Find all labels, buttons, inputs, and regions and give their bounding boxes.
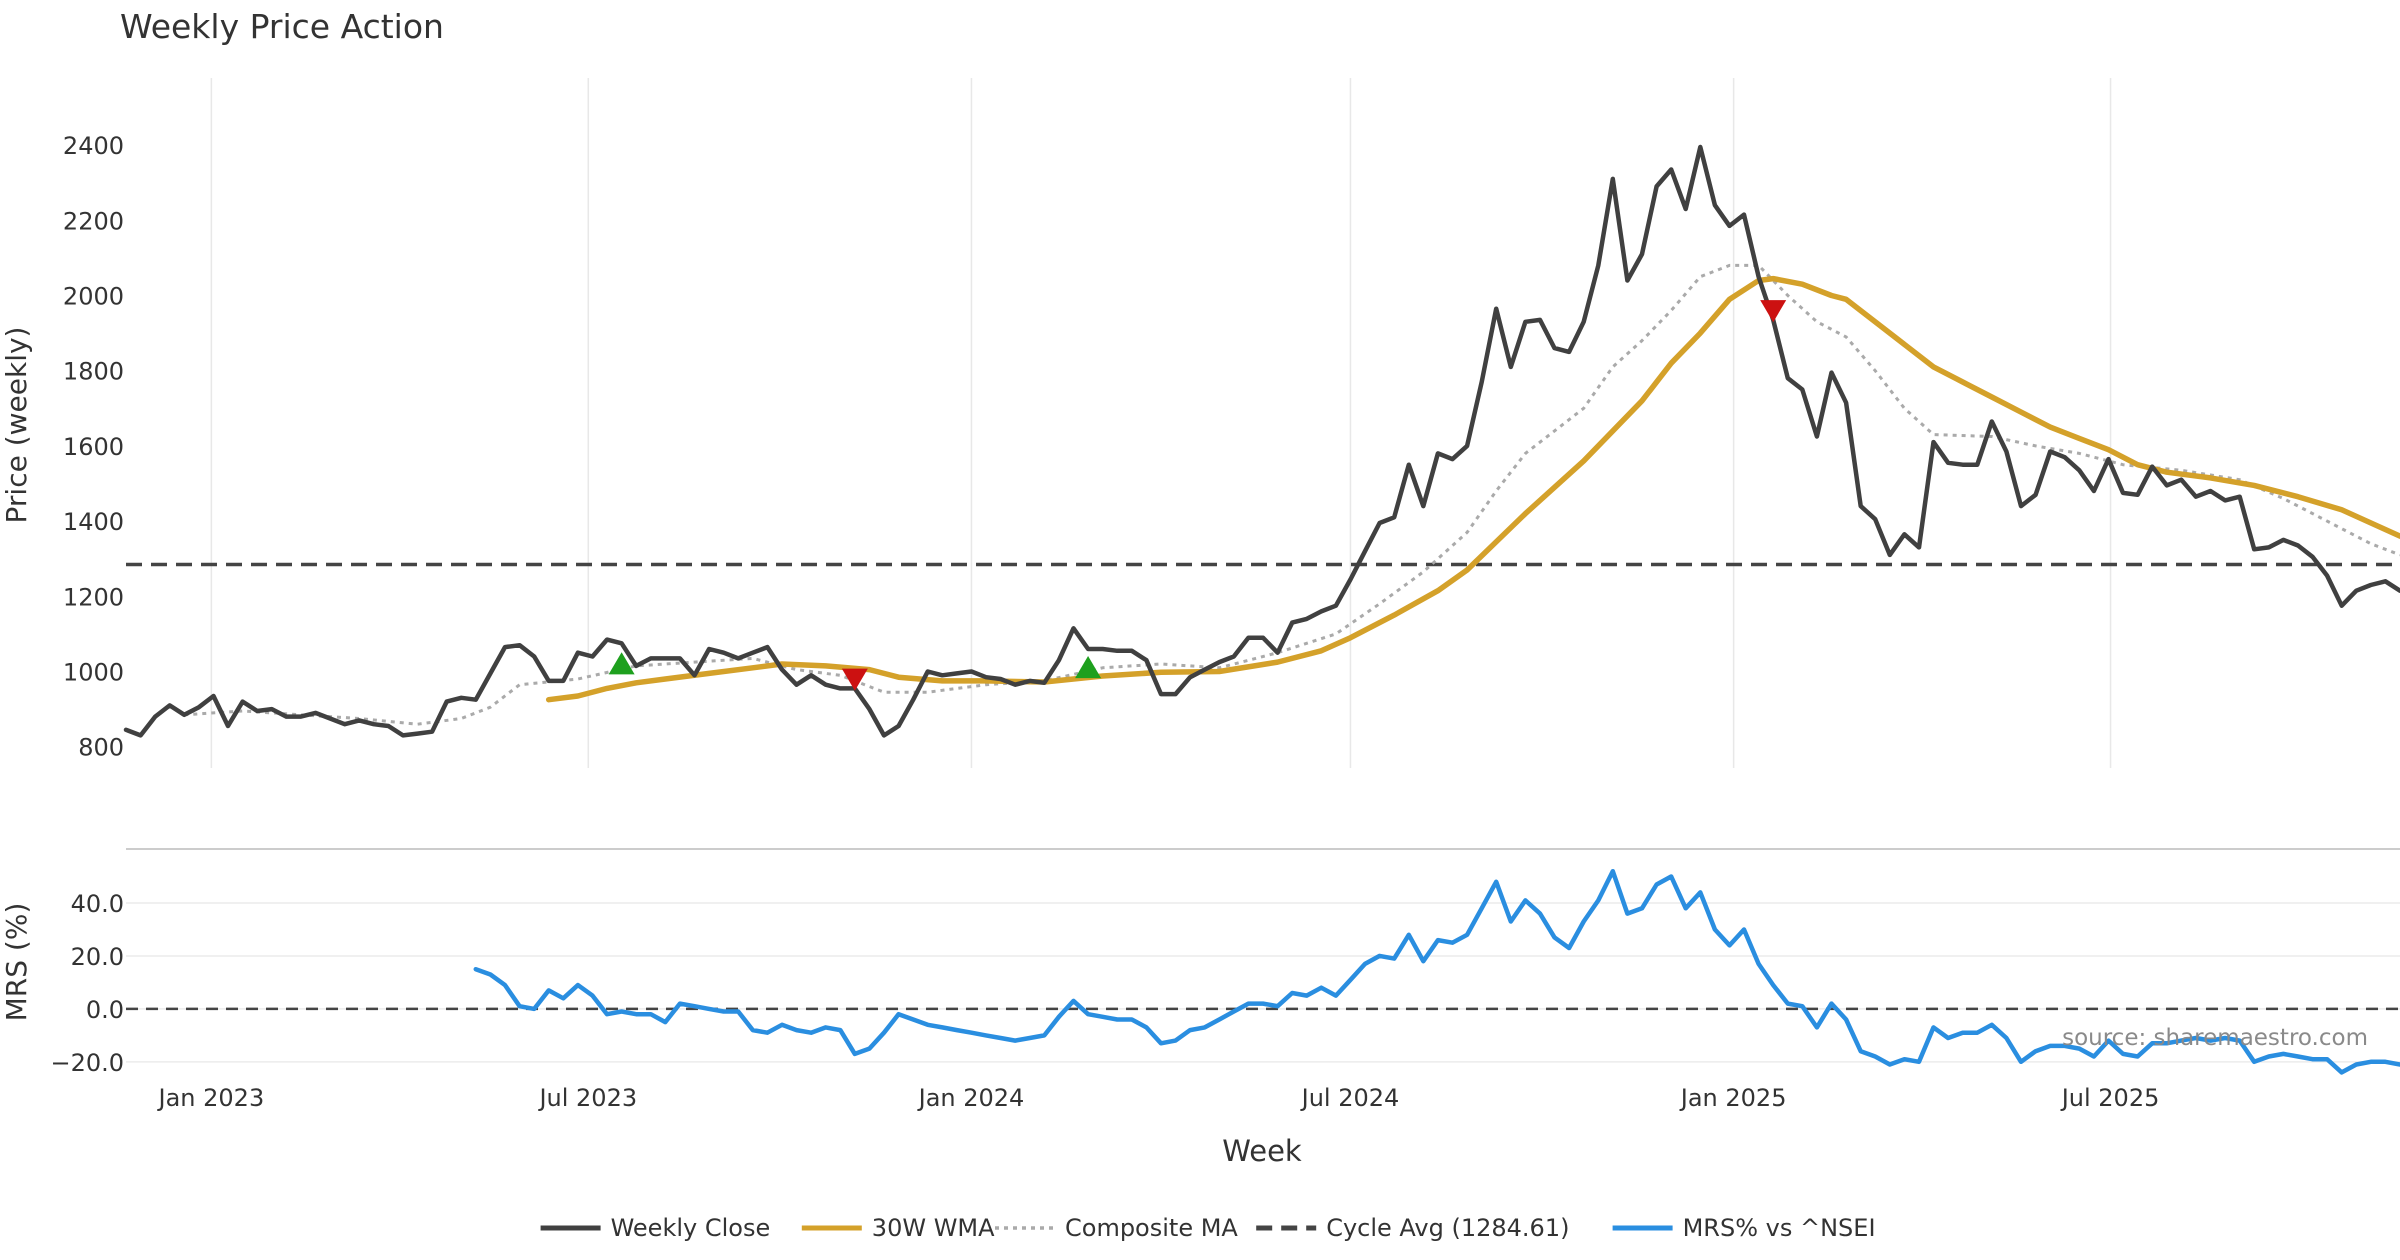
buy-signal-marker	[1075, 656, 1102, 679]
price-y-tick-label: 1600	[63, 433, 124, 461]
weekly-close-line	[123, 144, 2400, 738]
x-ticks: Jan 2023 Jul 2023 Jan 2024 Jul 2024 Jan 2025…	[157, 1084, 2160, 1112]
price-markers	[608, 300, 1787, 691]
sell-signal-marker	[841, 668, 868, 691]
source-note: source: sharemaestro.com	[2062, 1025, 2368, 1051]
mrs-y-ticks: 40.0 20.0 0.0 −20.0	[50, 890, 124, 1077]
sell-signal-marker	[1760, 300, 1787, 323]
price-panel: 800 1000 1200 1400 1600 1800 2000 2200 2400 Pric…	[0, 78, 2400, 768]
legend-label: MRS% vs ^NSEI	[1683, 1214, 1876, 1242]
legend-label: Weekly Close	[611, 1214, 771, 1242]
chart-title: Weekly Price Action	[120, 7, 444, 46]
x-axis-label: Week	[1222, 1134, 1302, 1168]
price-y-tick-label: 1000	[63, 659, 124, 687]
mrs-y-tick-label: 20.0	[71, 943, 124, 971]
price-y-tick-label: 1800	[63, 358, 124, 386]
price-y-tick-label: 2200	[63, 207, 124, 235]
x-tick-label: Jul 2025	[2060, 1084, 2160, 1112]
x-tick-label: Jan 2024	[917, 1084, 1025, 1112]
x-tick-label: Jan 2025	[1679, 1084, 1787, 1112]
price-y-ticks: 800 1000 1200 1400 1600 1800 2000 2200 2400	[63, 132, 124, 762]
buy-signal-marker	[608, 652, 635, 675]
x-tick-label: Jul 2023	[537, 1084, 637, 1112]
mrs-line	[473, 868, 2400, 1075]
mrs-panel: 40.0 20.0 0.0 −20.0 MRS (%)	[0, 848, 2400, 1077]
price-y-tick-label: 1200	[63, 583, 124, 611]
price-y-tick-label: 2400	[63, 132, 124, 160]
price-series	[123, 144, 2400, 738]
price-y-tick-label: 800	[78, 734, 124, 762]
mrs-y-tick-label: 0.0	[86, 996, 124, 1024]
price-grid	[210, 78, 2112, 768]
x-tick-label: Jan 2023	[157, 1084, 265, 1112]
legend-label: Composite MA	[1065, 1214, 1238, 1242]
price-y-tick-label: 2000	[63, 282, 124, 310]
mrs-y-tick-label: −20.0	[50, 1049, 124, 1077]
wma-30w-line	[545, 275, 2400, 703]
legend-label: 30W WMA	[872, 1214, 995, 1242]
mrs-y-axis-label: MRS (%)	[0, 903, 33, 1022]
legend-label: Cycle Avg (1284.61)	[1326, 1214, 1569, 1242]
legend: Weekly Close 30W WMA Composite MA Cycle Avg…	[540, 1214, 1876, 1242]
price-y-tick-label: 1400	[63, 508, 124, 536]
price-y-axis-label: Price (weekly)	[0, 327, 33, 524]
composite-ma-line	[184, 263, 2400, 726]
mrs-series	[473, 868, 2400, 1075]
x-tick-label: Jul 2024	[1300, 1084, 1400, 1112]
mrs-y-tick-label: 40.0	[71, 890, 124, 918]
